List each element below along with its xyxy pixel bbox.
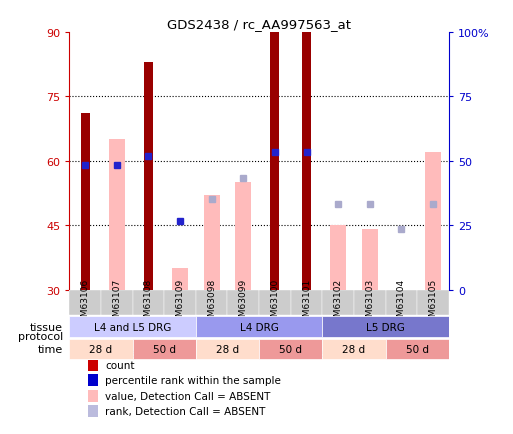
Text: 28 d: 28 d <box>216 345 239 355</box>
Bar <box>101 290 132 316</box>
Bar <box>132 290 164 316</box>
Bar <box>227 290 259 316</box>
Bar <box>172 269 188 290</box>
Text: percentile rank within the sample: percentile rank within the sample <box>105 375 281 385</box>
Bar <box>69 343 196 363</box>
Bar <box>196 339 259 359</box>
Text: sham: sham <box>118 348 147 358</box>
Text: GSM63100: GSM63100 <box>270 278 280 327</box>
Bar <box>196 343 449 363</box>
Text: GSM63106: GSM63106 <box>81 278 90 327</box>
Text: count: count <box>105 361 135 371</box>
Bar <box>386 339 449 359</box>
Bar <box>196 317 322 337</box>
Text: GSM63102: GSM63102 <box>333 278 343 327</box>
Bar <box>235 183 251 290</box>
Text: tissue: tissue <box>30 322 63 332</box>
Text: value, Detection Call = ABSENT: value, Detection Call = ABSENT <box>105 391 271 401</box>
Bar <box>386 290 417 316</box>
Text: GSM63109: GSM63109 <box>175 278 185 327</box>
Bar <box>164 290 196 316</box>
Bar <box>88 404 98 417</box>
Text: GSM63105: GSM63105 <box>428 278 438 327</box>
Text: 50 d: 50 d <box>279 345 302 355</box>
Text: L5 DRG: L5 DRG <box>366 322 405 332</box>
Title: GDS2438 / rc_AA997563_at: GDS2438 / rc_AA997563_at <box>167 18 351 31</box>
Bar <box>322 317 449 337</box>
Bar <box>109 140 125 290</box>
Text: 28 d: 28 d <box>342 345 366 355</box>
Text: GSM63098: GSM63098 <box>207 278 216 327</box>
Bar <box>196 290 227 316</box>
Bar <box>69 339 132 359</box>
Text: GSM63107: GSM63107 <box>112 278 121 327</box>
Text: time: time <box>37 345 63 355</box>
Bar <box>259 290 291 316</box>
Bar <box>259 339 322 359</box>
Text: L5 spinal nerve ligation: L5 spinal nerve ligation <box>261 348 383 358</box>
Bar <box>81 114 89 290</box>
Text: GSM63099: GSM63099 <box>239 278 248 327</box>
Bar <box>302 28 311 290</box>
Bar <box>69 290 101 316</box>
Bar <box>322 339 386 359</box>
Text: 28 d: 28 d <box>89 345 112 355</box>
Bar <box>144 62 153 290</box>
Bar <box>132 339 196 359</box>
Bar <box>417 290 449 316</box>
Text: protocol: protocol <box>17 331 63 341</box>
Text: L4 and L5 DRG: L4 and L5 DRG <box>94 322 171 332</box>
Text: GSM63101: GSM63101 <box>302 278 311 327</box>
Text: 50 d: 50 d <box>153 345 175 355</box>
Bar <box>330 226 346 290</box>
Bar <box>88 390 98 402</box>
Bar <box>322 290 354 316</box>
Text: rank, Detection Call = ABSENT: rank, Detection Call = ABSENT <box>105 406 266 416</box>
Text: GSM63104: GSM63104 <box>397 278 406 327</box>
Bar <box>362 230 378 290</box>
Bar <box>204 196 220 290</box>
Bar <box>354 290 386 316</box>
Text: L4 DRG: L4 DRG <box>240 322 279 332</box>
Bar <box>88 375 98 387</box>
Text: GSM63103: GSM63103 <box>365 278 374 327</box>
Bar <box>425 153 441 290</box>
Text: GSM63108: GSM63108 <box>144 278 153 327</box>
Bar <box>270 33 279 290</box>
Bar <box>88 359 98 372</box>
Bar <box>291 290 322 316</box>
Bar <box>69 317 196 337</box>
Text: 50 d: 50 d <box>406 345 429 355</box>
